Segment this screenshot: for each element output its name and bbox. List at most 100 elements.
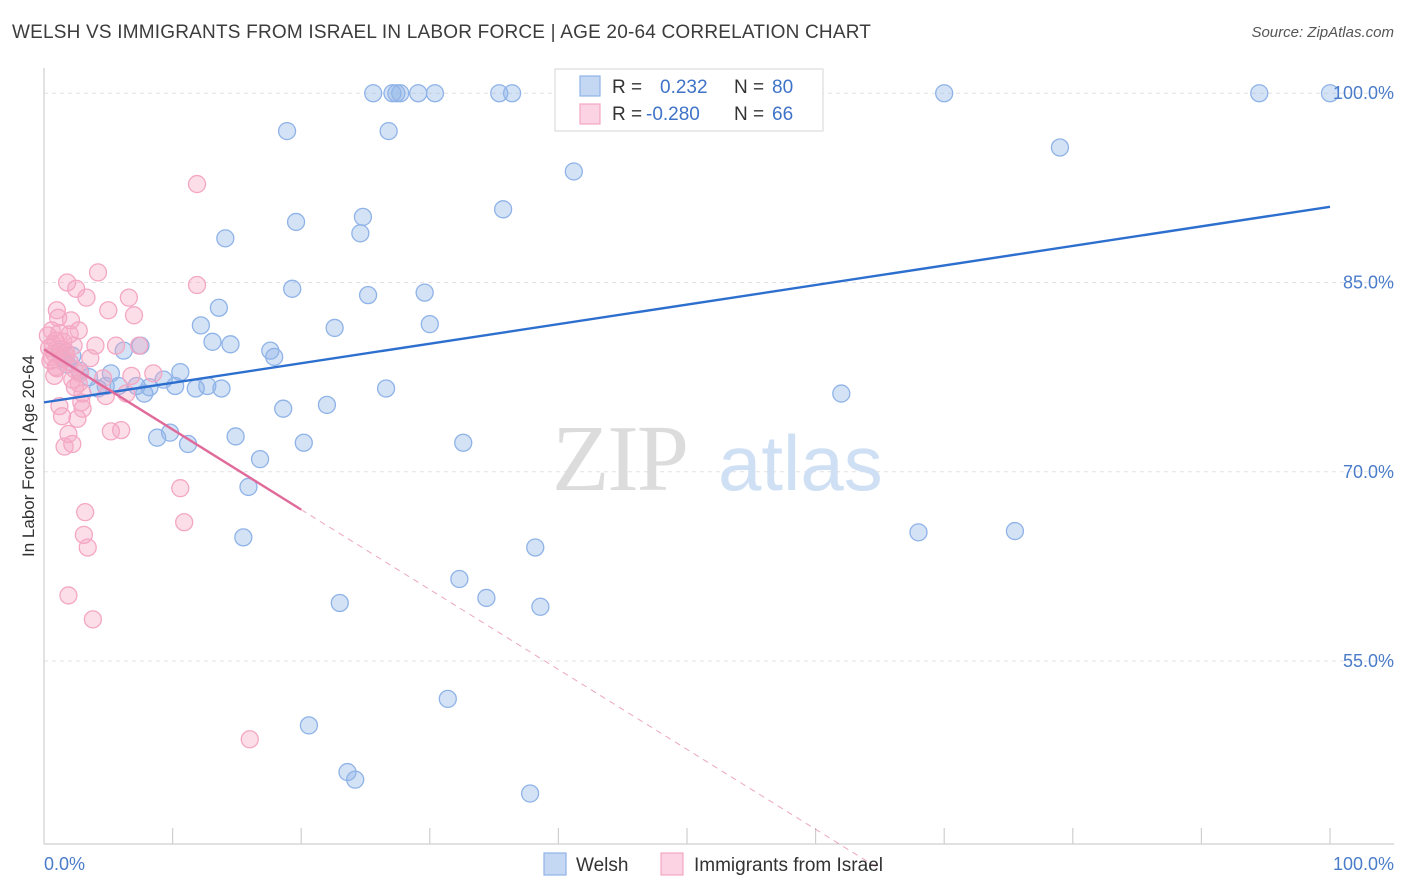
- welsh-point-31: [250, 450, 270, 469]
- welsh-point-70: [832, 384, 851, 403]
- israel-point-63: [45, 366, 64, 386]
- israel-point-45: [122, 366, 141, 386]
- welsh-point-47: [358, 285, 378, 305]
- bottom-legend-label-welsh[interactable]: Welsh: [576, 855, 628, 876]
- x-tick-label-min: 0.0%: [44, 854, 85, 874]
- welsh-point-48: [364, 84, 383, 103]
- x-tick-label-max: 100.0%: [1333, 854, 1394, 874]
- israel-point-41: [106, 336, 126, 355]
- israel-point-38: [96, 386, 115, 406]
- source-label: Source: ZipAtlas.com: [1251, 24, 1394, 41]
- watermark: ZIP atlas: [552, 407, 883, 511]
- welsh-point-76: [1320, 84, 1340, 103]
- israel-point-37: [94, 369, 113, 388]
- welsh-point-28: [226, 427, 245, 446]
- bottom-legend-swatch-israel[interactable]: [660, 852, 684, 876]
- bottom-legend-label-israel[interactable]: Immigrants from Israel: [694, 855, 883, 876]
- welsh-point-27: [221, 335, 240, 354]
- welsh-point-38: [294, 433, 313, 452]
- y-axis-label: In Labor Force | Age 20-64: [19, 355, 38, 557]
- israel-point-34: [83, 610, 103, 629]
- welsh-point-75: [1250, 84, 1269, 103]
- israel-point-53: [240, 730, 259, 749]
- israel-point-16: [57, 273, 77, 292]
- welsh-point-35: [277, 121, 297, 141]
- israel-point-44: [119, 288, 139, 307]
- welsh-point-37: [286, 212, 306, 232]
- israel-trend-extension: [300, 509, 881, 870]
- israel-point-7: [47, 301, 67, 320]
- welsh-point-26: [216, 229, 235, 248]
- israel-point-49: [171, 479, 190, 498]
- israel-point-39: [99, 301, 118, 320]
- welsh-point-42: [330, 593, 349, 613]
- welsh-point-34: [274, 399, 293, 418]
- welsh-point-65: [526, 538, 545, 557]
- legend-swatch-welsh: [579, 75, 601, 97]
- israel-point-31: [77, 288, 96, 307]
- welsh-point-46: [353, 207, 373, 227]
- welsh-points: [50, 84, 1340, 803]
- israel-point-50: [175, 513, 194, 532]
- series-legend: Welsh Immigrants from Israel: [543, 852, 883, 876]
- welsh-point-64: [502, 84, 522, 103]
- stats-legend: R = 0.232 N = 80 R = -0.280 N = 66: [554, 68, 824, 132]
- israel-point-51: [187, 275, 207, 295]
- trend-lines: [43, 205, 1331, 870]
- welsh-trend-line: [43, 205, 1331, 404]
- welsh-point-44: [346, 770, 365, 789]
- welsh-point-66: [531, 597, 550, 616]
- israel-point-59: [60, 325, 79, 344]
- y-tick-label-70: 70.0%: [1343, 462, 1394, 482]
- israel-point-64: [56, 342, 76, 362]
- legend-n-label-israel: N =: [734, 104, 764, 125]
- legend-r-label-israel: R =: [612, 104, 642, 125]
- israel-point-30: [76, 502, 95, 522]
- legend-n-value-israel: 66: [772, 104, 793, 125]
- legend-swatch-israel: [579, 103, 601, 125]
- israel-point-62: [73, 399, 92, 418]
- welsh-point-22: [191, 316, 211, 335]
- israel-point-32: [78, 538, 97, 557]
- y-tick-label-55: 55.0%: [1343, 651, 1394, 671]
- welsh-point-52: [387, 84, 406, 103]
- israel-point-61: [69, 374, 88, 393]
- welsh-point-73: [1005, 521, 1025, 541]
- legend-n-value-welsh: 80: [772, 77, 793, 98]
- israel-point-46: [124, 306, 144, 325]
- welsh-point-54: [409, 84, 428, 103]
- israel-point-52: [187, 174, 207, 194]
- legend-r-label-welsh: R =: [612, 77, 642, 98]
- welsh-point-61: [477, 588, 496, 608]
- welsh-point-78: [212, 379, 231, 398]
- welsh-point-60: [454, 433, 473, 452]
- welsh-point-25: [209, 298, 229, 317]
- x-axis-ticks: [172, 828, 1331, 844]
- y-tick-label-100: 100.0%: [1333, 83, 1394, 103]
- welsh-point-39: [299, 716, 319, 735]
- israel-point-65: [63, 434, 82, 454]
- welsh-point-53: [391, 84, 410, 103]
- welsh-point-33: [265, 347, 284, 367]
- y-tick-labels: 55.0% 70.0% 85.0% 100.0%: [1333, 83, 1394, 671]
- y-tick-label-85: 85.0%: [1343, 273, 1394, 293]
- israel-point-36: [88, 263, 108, 282]
- israel-point-54: [59, 586, 78, 605]
- welsh-point-63: [493, 200, 513, 219]
- welsh-point-71: [909, 523, 928, 542]
- legend-r-value-welsh: 0.232: [660, 77, 708, 98]
- bottom-legend-swatch-welsh[interactable]: [543, 852, 567, 876]
- israel-point-12: [52, 407, 72, 426]
- welsh-point-41: [325, 318, 344, 338]
- axes: [43, 68, 1394, 845]
- welsh-point-45: [351, 224, 370, 243]
- welsh-point-62: [490, 84, 509, 103]
- welsh-point-57: [425, 84, 445, 103]
- israel-point-47: [130, 336, 149, 355]
- welsh-point-68: [564, 162, 583, 181]
- legend-r-value-israel: -0.280: [646, 104, 700, 125]
- israel-points: [38, 174, 259, 749]
- welsh-point-59: [450, 569, 469, 589]
- welsh-point-24: [203, 332, 222, 351]
- welsh-point-56: [420, 314, 439, 334]
